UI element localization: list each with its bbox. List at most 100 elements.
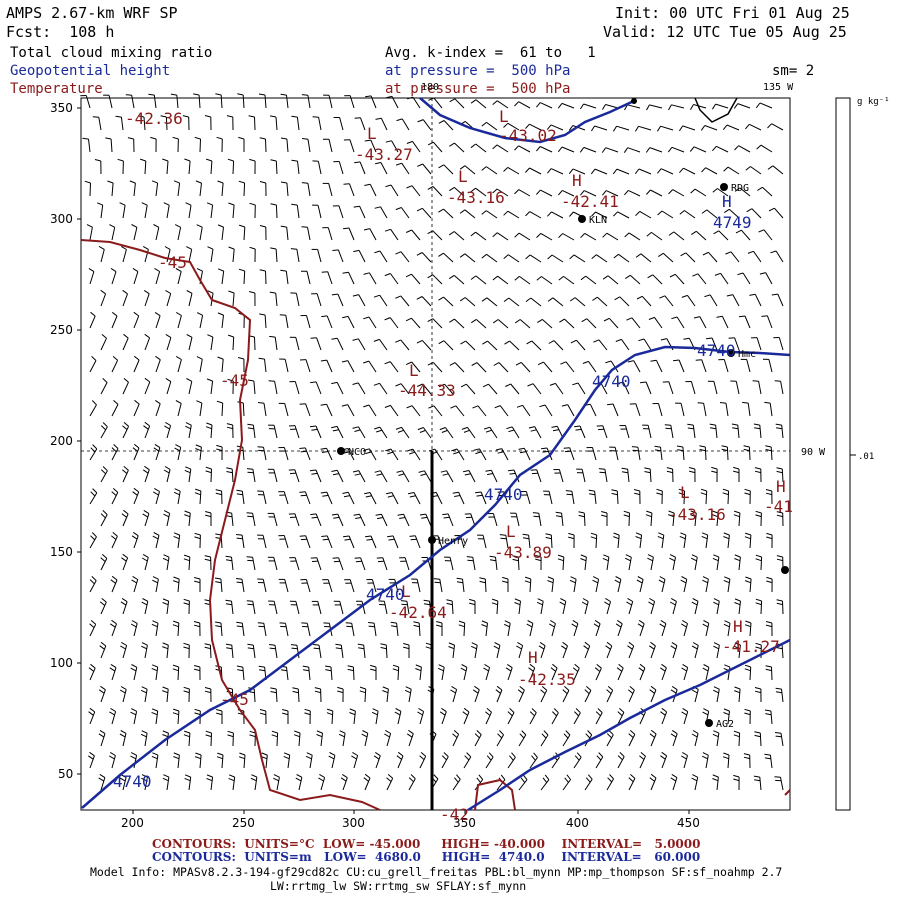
wind-barb-shaft — [326, 447, 333, 461]
wind-barb-shaft — [661, 210, 674, 219]
wind-barb-shaft — [231, 645, 234, 659]
wind-barb-shaft — [177, 710, 180, 725]
wind-barb-feather — [558, 190, 563, 196]
wind-barb-shaft — [338, 205, 344, 219]
plot-frame — [80, 97, 791, 811]
wind-barb-feather — [280, 93, 287, 96]
wind-barb-feather — [669, 273, 676, 278]
system-value: -41 — [764, 497, 793, 516]
wind-barb-feather — [119, 777, 126, 782]
wind-barb-shaft — [166, 513, 171, 527]
wind-barb-feather — [529, 663, 536, 669]
wind-barb-feather — [175, 268, 182, 272]
wind-barb-shaft — [386, 778, 394, 791]
wind-barb-shaft — [705, 623, 710, 637]
wind-barb-feather — [111, 447, 117, 453]
wind-barb-shaft — [447, 513, 454, 527]
wind-barb-shaft — [705, 490, 708, 505]
wind-barb-feather — [352, 426, 359, 429]
wind-barb-feather — [755, 642, 762, 646]
wind-barb-shaft — [396, 623, 399, 637]
wind-barb-feather — [557, 554, 564, 558]
wind-barb-shaft — [716, 689, 720, 703]
wind-barb-feather — [744, 536, 751, 540]
wind-barb-shaft — [628, 689, 635, 703]
wind-barb-feather — [373, 382, 380, 386]
wind-barb-shaft — [718, 230, 729, 241]
wind-barb-feather — [384, 273, 391, 277]
wind-barb-feather — [409, 451, 416, 455]
wind-barb-feather — [776, 558, 783, 562]
wind-barb-shaft — [458, 491, 465, 505]
wind-barb-feather — [395, 162, 402, 166]
wind-barb-feather — [364, 773, 371, 779]
wind-barb-shaft — [326, 359, 333, 373]
wind-barb-feather — [766, 536, 773, 540]
wind-barb-feather — [624, 190, 629, 196]
wind-barb-feather — [194, 536, 201, 540]
wind-barb-feather — [396, 755, 402, 760]
wind-barb-feather — [100, 685, 106, 691]
wind-barb-feather — [446, 602, 453, 606]
wind-barb-feather — [88, 755, 94, 760]
y-tick-label: 250 — [50, 323, 73, 337]
wind-barb-shaft — [243, 226, 246, 241]
wind-barb-feather — [226, 426, 233, 430]
wind-barb-feather — [342, 773, 348, 779]
wind-barb-shaft — [439, 579, 443, 593]
wind-barb-shaft — [475, 143, 487, 153]
wind-barb-shaft — [275, 160, 278, 175]
wind-barb-feather — [664, 424, 671, 426]
wind-barb-shaft — [122, 426, 130, 439]
height-label: 4740 — [697, 341, 736, 360]
wind-barb-shaft — [143, 116, 146, 131]
wind-barb-shaft — [513, 469, 520, 483]
model-title: AMPS 2.67-km WRF SP — [6, 4, 178, 22]
wind-barb-shaft — [647, 425, 652, 439]
wind-barb-feather — [353, 205, 360, 208]
wind-barb-feather — [469, 602, 476, 606]
wind-barb-shaft — [573, 254, 586, 263]
wind-barb-feather — [164, 466, 171, 470]
wind-barb-feather — [206, 778, 213, 782]
wind-barb-shaft — [349, 579, 355, 593]
wind-barb-feather — [415, 668, 422, 672]
wind-barb-shaft — [453, 187, 465, 197]
wind-barb-shaft — [741, 229, 751, 241]
wind-barb-shaft — [670, 425, 674, 439]
wind-barb-shaft — [585, 275, 597, 285]
wind-barb-shaft — [133, 403, 140, 417]
wind-barb-shaft — [709, 294, 718, 307]
wind-barb-shaft — [177, 315, 182, 329]
wind-barb-feather — [700, 125, 706, 131]
wind-barb-shaft — [734, 337, 740, 351]
wind-barb-shaft — [351, 623, 355, 637]
wind-barb-shaft — [612, 403, 619, 417]
wind-barb-shaft — [404, 557, 410, 571]
wind-barb-feather — [648, 601, 654, 606]
wind-barb-feather — [775, 691, 783, 694]
wind-barb-shaft — [155, 491, 160, 505]
wind-barb-feather — [111, 619, 117, 625]
wind-barb-shaft — [380, 206, 388, 219]
wind-barb-shaft — [496, 232, 509, 241]
wind-barb-feather — [723, 708, 730, 712]
wind-barb-feather — [572, 619, 579, 625]
wind-barb-shaft — [660, 125, 674, 131]
wind-barb-feather — [682, 751, 688, 756]
wind-barb-feather — [380, 643, 387, 646]
wind-barb-feather — [556, 515, 563, 518]
wind-barb-shaft — [294, 469, 300, 483]
wind-barb-feather — [613, 253, 619, 259]
wind-barb-feather — [582, 360, 589, 364]
wind-barb-shaft — [275, 204, 278, 219]
wind-barb-feather — [186, 378, 193, 382]
wind-barb-feather — [625, 554, 632, 558]
wind-barb-feather — [133, 355, 140, 361]
wind-barb-shaft — [421, 340, 432, 351]
wind-barb-feather — [619, 708, 625, 713]
wind-barb-shaft — [432, 274, 443, 285]
wind-barb-shaft — [275, 248, 278, 263]
wind-barb-feather — [472, 689, 479, 694]
wind-barb-feather — [355, 517, 362, 519]
